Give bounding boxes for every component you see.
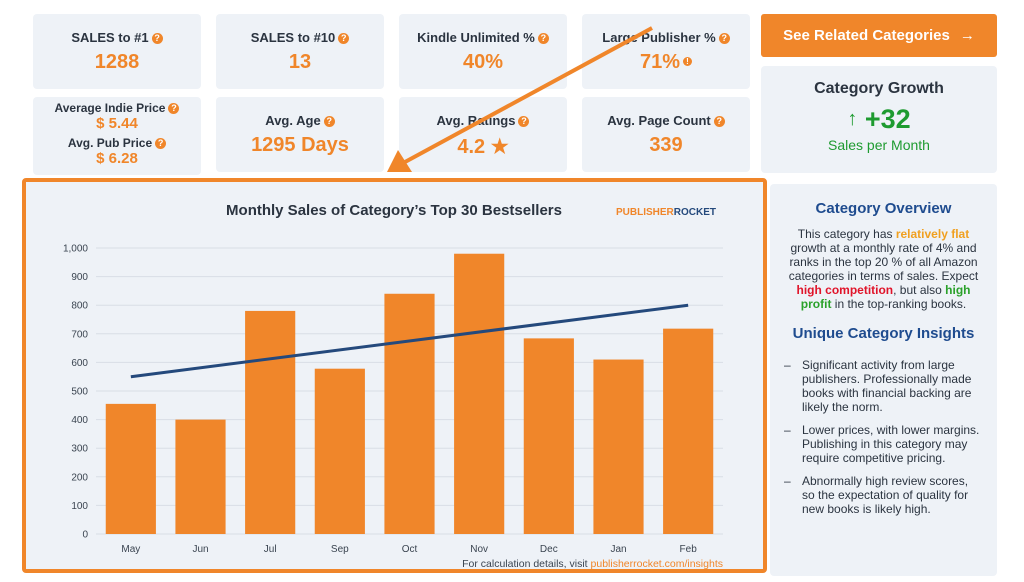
stat-card-avg-ratings: Avg. Ratings? 4.2 ★ [399,97,567,172]
stat-value: 339 [649,134,683,156]
footnote: For calculation details, visit publisher… [462,558,723,569]
monthly-sales-chart: Monthly Sales of Category’s Top 30 Bests… [63,202,723,569]
stat-card-sales-to-1: SALES to #1? 1288 [33,14,201,89]
help-icon[interactable]: ? [151,33,163,44]
stat-label: Average Indie Price? [33,101,201,115]
stat-card-prices: Average Indie Price? $ 5.44 Avg. Pub Pri… [33,97,201,175]
help-icon[interactable]: ? [713,116,725,127]
bar-jul[interactable] [245,310,296,534]
category-growth-card: Category Growth ↑ +32 Sales per Month [761,66,997,173]
bar-oct[interactable] [384,293,435,534]
stat-label: Avg. Pub Price? [33,136,201,150]
y-tick-label: 900 [71,272,88,283]
pub-price-value: $ 6.28 [96,150,138,167]
y-tick-label: 600 [71,358,88,369]
x-tick-label: Oct [402,544,418,555]
stat-label: Avg. Age? [216,113,384,128]
insights-link[interactable]: publisherrocket.com/insights [591,558,723,569]
stat-value: 1288 [94,51,140,73]
x-tick-label: Jun [192,544,208,555]
x-tick-label: Dec [540,544,558,555]
see-related-categories-button[interactable]: See Related Categories → [761,14,997,57]
chart-panel: Monthly Sales of Category’s Top 30 Bests… [22,178,767,573]
bar-sep[interactable] [314,368,365,534]
y-tick-label: 500 [71,387,88,398]
stat-value: 71%! [582,51,750,74]
growth-title: Category Growth [814,80,944,97]
indie-price-value: $ 5.44 [96,115,138,132]
stat-card-sales-to-10: SALES to #10? 13 [216,14,384,89]
stat-value: 4.2 ★ [457,136,509,158]
x-tick-label: Sep [331,544,349,555]
y-tick-label: 1,000 [63,244,88,255]
growth-value: ↑ +32 [847,104,911,134]
x-tick-label: Jul [264,544,277,555]
insight-item: Abnormally high review scores, so the ex… [784,474,983,516]
stat-value: 1295 Days [251,134,349,156]
bar-jan[interactable] [593,359,644,534]
stat-label: Avg. Page Count? [582,113,750,128]
info-icon[interactable]: ! [683,57,693,66]
stat-card-page-count: Avg. Page Count? 339 [582,97,750,172]
y-tick-label: 400 [71,415,88,426]
stat-value: 40% [462,51,504,73]
y-tick-label: 300 [71,444,88,455]
x-tick-label: Nov [470,544,488,555]
insight-item: Significant activity from large publishe… [784,358,983,414]
stat-label: Large Publisher %? [582,30,750,45]
help-icon[interactable]: ? [338,33,350,44]
stat-card-kindle-unlimited: Kindle Unlimited %? 40% [399,14,567,89]
help-icon[interactable]: ? [518,116,530,127]
stat-label: SALES to #1? [33,30,201,45]
help-icon[interactable]: ? [323,116,335,127]
category-overview-panel: Category Overview This category has rela… [770,184,997,576]
stat-card-large-publisher: Large Publisher %? 71%! [582,14,750,89]
y-tick-label: 700 [71,329,88,340]
bar-may[interactable] [105,403,156,534]
help-icon[interactable]: ? [718,33,730,44]
bar-nov[interactable] [454,253,505,534]
growth-sub: Sales per Month [828,137,930,153]
brand-logo: PUBLISHERROCKET [616,207,716,218]
trend-line [130,303,689,379]
bar-dec[interactable] [523,338,574,534]
stat-card-avg-age: Avg. Age? 1295 Days [216,97,384,172]
help-icon[interactable]: ? [168,103,180,114]
y-tick-label: 100 [71,501,88,512]
overview-text: This category has relatively flat growth… [788,227,979,311]
button-label: See Related Categories [783,27,950,44]
help-icon[interactable]: ? [155,138,167,149]
arrow-right-icon: → [959,27,975,44]
bar-jun[interactable] [175,419,226,534]
y-tick-label: 200 [71,472,88,483]
y-tick-label: 800 [71,301,88,312]
insights-title: Unique Category Insights [792,325,975,342]
y-tick-label: 0 [82,530,88,541]
arrow-up-icon: ↑ [847,108,858,130]
x-tick-label: Jan [610,544,626,555]
stat-label: Kindle Unlimited %? [399,30,567,45]
insight-item: Lower prices, with lower margins. Publis… [784,423,983,465]
stat-label: SALES to #10? [216,30,384,45]
star-icon: ★ [490,136,509,158]
bar-feb[interactable] [663,328,714,534]
x-tick-label: Feb [680,544,698,555]
stat-value: 13 [288,51,312,73]
insights-list: Significant activity from large publishe… [784,358,983,516]
overview-title: Category Overview [815,200,952,217]
x-tick-label: May [121,544,140,555]
help-icon[interactable]: ? [537,33,549,44]
chart-title: Monthly Sales of Category’s Top 30 Bests… [226,202,562,219]
stat-label: Avg. Ratings? [399,113,567,128]
